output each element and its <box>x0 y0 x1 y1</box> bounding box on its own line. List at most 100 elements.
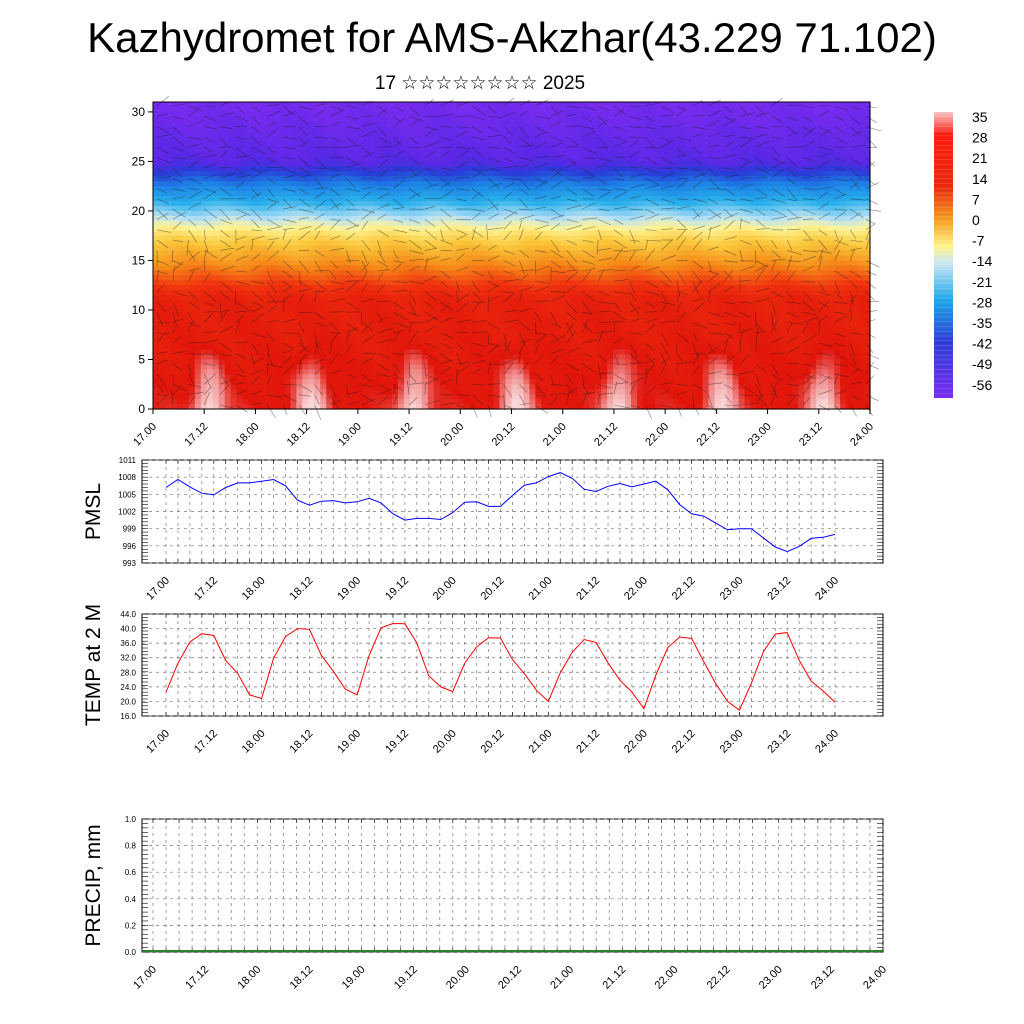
heatmap-xtick-label: 22.12 <box>695 421 723 449</box>
precip-xtick-label: 21.12 <box>600 964 628 992</box>
pmsl-xtick-label: 20.00 <box>431 575 459 603</box>
temp2m-ytick-label: 40.0 <box>120 625 136 634</box>
colorbar-label: 14 <box>972 171 988 187</box>
pmsl-ytick-label: 1005 <box>118 490 136 499</box>
temp2m-xtick-label: 24.00 <box>813 728 841 756</box>
pmsl-xtick-label: 23.12 <box>765 575 793 603</box>
precip-xtick-label: 18.00 <box>235 964 263 992</box>
heatmap-xtick-label: 17.00 <box>131 421 159 449</box>
heatmap-xtick-label: 20.12 <box>490 421 518 449</box>
heatmap-ytick-label: 0 <box>138 402 145 416</box>
temp2m-xtick-label: 18.12 <box>288 728 316 756</box>
precip-xtick-label: 23.00 <box>757 964 785 992</box>
precip-xtick-label: 22.12 <box>705 964 733 992</box>
colorbar-label: -35 <box>972 315 992 331</box>
heatmap-xtick-label: 23.12 <box>797 421 825 449</box>
temp2m-ylabel: TEMP at 2 M <box>82 604 105 726</box>
colorbar-label: -56 <box>972 377 992 393</box>
heatmap-xtick-label: 20.00 <box>438 421 466 449</box>
temp2m-xtick-label: 21.12 <box>574 728 602 756</box>
heatmap-xtick-label: 23.00 <box>746 421 774 449</box>
pmsl-xtick-label: 17.12 <box>192 575 220 603</box>
temp2m-xtick-label: 23.12 <box>765 728 793 756</box>
heatmap-xtick-label: 18.00 <box>234 421 262 449</box>
heatmap-xtick-label: 21.12 <box>592 421 620 449</box>
precip-xtick-label: 20.00 <box>444 964 472 992</box>
pmsl-xtick-label: 20.12 <box>479 575 507 603</box>
pmsl-xtick-label: 24.00 <box>813 575 841 603</box>
pmsl-ytick-label: 996 <box>123 542 137 551</box>
colorbar-label: -49 <box>972 356 992 372</box>
pmsl-ytick-label: 1002 <box>118 508 136 517</box>
precip-ytick-label: 0.2 <box>125 921 137 930</box>
pmsl-ytick-label: 1011 <box>119 456 137 465</box>
colorbar-label: -7 <box>972 233 985 249</box>
temp2m-series-line <box>165 622 836 711</box>
pmsl-ytick-label: 1008 <box>118 473 136 482</box>
precip-ytick-label: 1.0 <box>125 815 137 824</box>
temp2m-ytick-label: 28.0 <box>120 668 136 677</box>
precip-ytick-label: 0.6 <box>125 868 137 877</box>
colorbar-label: -21 <box>972 274 992 290</box>
precip-xtick-label: 18.12 <box>288 964 316 992</box>
pmsl-xtick-label: 23.00 <box>718 575 746 603</box>
precip-xtick-label: 23.12 <box>809 964 837 992</box>
heatmap-ytick-label: 5 <box>138 352 145 366</box>
colorbar-label: 28 <box>972 130 988 146</box>
precip-xtick-label: 20.12 <box>496 964 524 992</box>
precip-xtick-label: 19.00 <box>340 964 368 992</box>
heatmap-xtick-label: 21.00 <box>541 421 569 449</box>
temp2m-ytick-label: 16.0 <box>120 712 136 721</box>
temp2m-xtick-label: 22.00 <box>622 728 650 756</box>
colorbar-label: -28 <box>972 294 992 310</box>
precip-xtick-label: 19.12 <box>392 964 420 992</box>
colorbar-label: 21 <box>972 150 988 166</box>
precip-ytick-label: 0.4 <box>125 895 137 904</box>
wind-barb-field <box>156 95 882 420</box>
heatmap-ytick-label: 30 <box>132 105 146 119</box>
precip-xtick-label: 24.00 <box>861 964 889 992</box>
heatmap-xtick-label: 18.12 <box>285 421 313 449</box>
pmsl-xtick-label: 19.12 <box>383 575 411 603</box>
pmsl-xtick-label: 18.12 <box>288 575 316 603</box>
heatmap-ytick-label: 25 <box>132 154 146 168</box>
temp2m-xtick-label: 17.12 <box>192 728 220 756</box>
temp2m-xtick-label: 19.12 <box>383 728 411 756</box>
temp2m-ytick-label: 36.0 <box>120 639 136 648</box>
pmsl-xtick-label: 18.00 <box>240 575 268 603</box>
pmsl-xtick-label: 19.00 <box>335 575 363 603</box>
colorbar-label: 35 <box>972 109 988 125</box>
pmsl-xtick-label: 21.00 <box>526 575 554 603</box>
pmsl-ylabel: PMSL <box>82 483 105 540</box>
temp2m-xtick-label: 17.00 <box>144 728 172 756</box>
precip-xtick-label: 21.00 <box>548 964 576 992</box>
temp2m-xtick-label: 21.00 <box>526 728 554 756</box>
pmsl-xtick-label: 22.00 <box>622 575 650 603</box>
heatmap-xtick-label: 22.00 <box>643 421 671 449</box>
chart-subtitle: 17 ☆☆☆☆☆☆☆☆ 2025 <box>374 73 586 94</box>
colorbar-label: 7 <box>972 191 980 207</box>
temp2m-xtick-label: 20.00 <box>431 728 459 756</box>
heatmap-ytick-label: 20 <box>132 204 146 218</box>
precip-xtick-label: 22.00 <box>653 964 681 992</box>
pmsl-ytick-label: 993 <box>123 559 137 568</box>
temp2m-ytick-label: 24.0 <box>120 683 136 692</box>
precip-xtick-label: 17.00 <box>131 964 159 992</box>
temp2m-ytick-label: 32.0 <box>120 654 136 663</box>
colorbar-label: 0 <box>972 212 980 228</box>
precip-xtick-label: 17.12 <box>183 964 211 992</box>
heatmap-xtick-label: 19.12 <box>387 421 415 449</box>
pmsl-xtick-label: 22.12 <box>670 575 698 603</box>
temp2m-ytick-label: 20.0 <box>120 697 136 706</box>
heatmap-xtick-label: 24.00 <box>848 421 876 449</box>
temp2m-xtick-label: 19.00 <box>335 728 363 756</box>
heatmap-ytick-label: 15 <box>132 253 146 267</box>
pmsl-xtick-label: 17.00 <box>144 575 172 603</box>
pmsl-xtick-label: 21.12 <box>574 575 602 603</box>
heatmap-xtick-label: 17.12 <box>182 421 210 449</box>
temp2m-xtick-label: 20.12 <box>479 728 507 756</box>
pmsl-ytick-label: 999 <box>123 525 137 534</box>
colorbar-label: -42 <box>972 336 992 352</box>
precip-ytick-label: 0.0 <box>125 948 137 957</box>
colorbar-label: -14 <box>972 253 992 269</box>
